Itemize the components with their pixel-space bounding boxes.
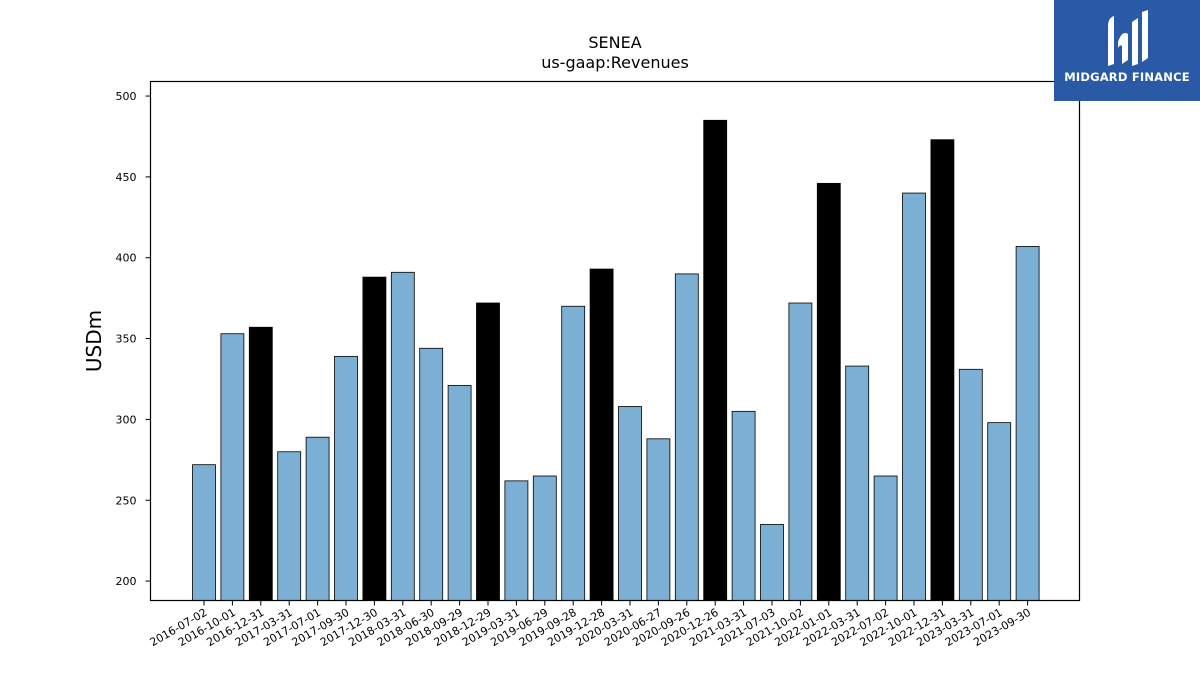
plot-frame xyxy=(149,80,1081,602)
bar-2019-03-31 xyxy=(504,480,529,601)
bar-2018-06-30 xyxy=(419,347,444,601)
bar-2017-07-01 xyxy=(305,436,330,601)
y-ticks-group: 200 250 300 350 400 450 500 xyxy=(116,90,151,588)
bar-2018-09-29 xyxy=(447,385,472,601)
bar-2021-03-31 xyxy=(731,410,756,601)
bar-2022-01-01 xyxy=(816,182,841,601)
bar-2022-07-02 xyxy=(873,475,898,601)
bar-2017-09-30 xyxy=(334,355,358,601)
bar-2022-10-01 xyxy=(902,192,926,601)
chart-subtitle: us-gaap:Revenues xyxy=(541,53,689,72)
bar-2017-12-30 xyxy=(362,276,387,601)
y-tick-label: 400 xyxy=(116,252,137,265)
x-ticks-group: 2016-07-022016-10-012016-12-312017-03-31… xyxy=(148,600,1033,649)
bar-2020-03-31 xyxy=(618,406,642,601)
y-tick-label: 200 xyxy=(116,575,137,588)
bar-2017-03-31 xyxy=(277,451,302,601)
bar-2021-10-02 xyxy=(788,302,813,601)
bar-2019-09-28 xyxy=(561,305,586,601)
midgard-logo-icon xyxy=(1108,10,1148,66)
brand-name: MIDGARD FINANCE xyxy=(1064,70,1190,84)
bar-2021-07-03 xyxy=(760,524,784,601)
bar-2019-12-28 xyxy=(589,268,614,601)
y-tick-label: 250 xyxy=(116,494,137,507)
bar-2023-03-31 xyxy=(958,368,983,601)
bar-2020-09-26 xyxy=(674,273,699,601)
bar-2022-12-31 xyxy=(930,139,955,601)
bar-2022-03-31 xyxy=(845,365,870,601)
y-tick-label: 500 xyxy=(116,90,137,103)
bar-2023-09-30 xyxy=(1015,246,1040,601)
y-tick-label: 300 xyxy=(116,413,137,426)
bar-2018-12-29 xyxy=(476,302,500,601)
bar-2016-10-01 xyxy=(220,333,245,601)
bars-group xyxy=(192,119,1040,601)
bar-2019-06-29 xyxy=(532,475,557,601)
y-axis-label: USDm xyxy=(82,310,106,372)
bar-2020-12-26 xyxy=(703,119,728,601)
chart-title: SENEA xyxy=(588,33,641,52)
y-tick-label: 350 xyxy=(116,333,137,346)
bar-2016-12-31 xyxy=(248,326,273,601)
bar-2016-07-02 xyxy=(192,464,216,601)
bar-2023-07-01 xyxy=(987,422,1012,601)
y-tick-label: 450 xyxy=(116,171,137,184)
bar-2020-06-27 xyxy=(646,438,671,601)
brand-logo: MIDGARD FINANCE xyxy=(1054,0,1200,101)
bar-2018-03-31 xyxy=(390,271,415,601)
